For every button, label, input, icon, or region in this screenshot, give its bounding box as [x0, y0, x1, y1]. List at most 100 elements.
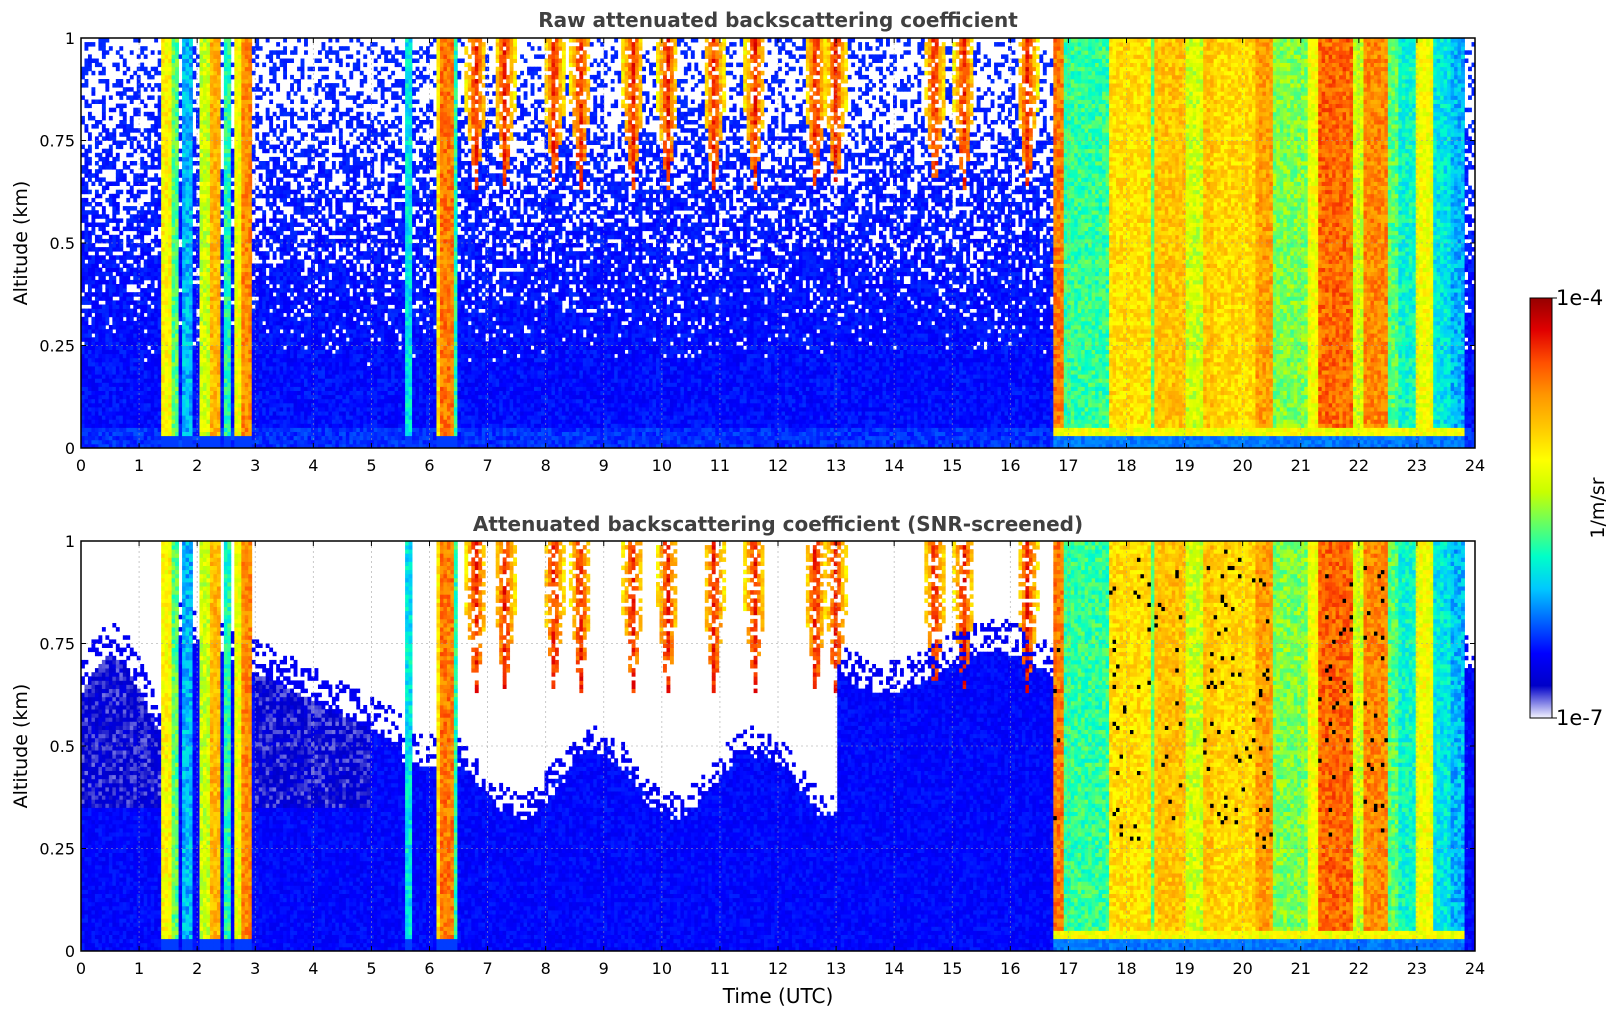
heatmap-cell — [126, 210, 130, 215]
heatmap-cell — [255, 411, 259, 416]
heatmap-cell — [220, 247, 224, 252]
heatmap-cell — [213, 210, 217, 215]
heatmap-cell — [133, 300, 137, 305]
heatmap-cell — [283, 419, 287, 424]
heatmap-cell — [102, 333, 106, 338]
heatmap-cell — [210, 194, 214, 199]
heatmap-cell — [231, 346, 235, 351]
heatmap-cell — [112, 366, 116, 371]
heatmap-cell — [213, 63, 217, 68]
heatmap-cell — [102, 337, 106, 342]
heatmap-cell — [273, 395, 277, 400]
heatmap-cell — [165, 268, 169, 273]
heatmap-cell — [186, 407, 190, 412]
heatmap-cell — [259, 407, 263, 412]
heatmap-cell — [165, 436, 169, 441]
heatmap-cell — [165, 194, 169, 199]
heatmap-cell — [133, 407, 137, 412]
heatmap-cell — [175, 411, 179, 416]
heatmap-cell — [182, 247, 186, 252]
heatmap-cell — [245, 284, 249, 289]
heatmap-cell — [259, 432, 263, 437]
heatmap-cell — [269, 432, 273, 437]
heatmap-cell — [123, 255, 127, 259]
heatmap-cell — [199, 165, 203, 170]
heatmap-cell — [255, 419, 259, 424]
heatmap-cell — [186, 223, 190, 228]
heatmap-cell — [189, 346, 193, 351]
heatmap-cell — [189, 391, 193, 396]
heatmap-cell — [199, 173, 203, 178]
heatmap-cell — [158, 272, 162, 277]
heatmap-cell — [217, 423, 221, 428]
heatmap-cell — [248, 87, 252, 92]
heatmap-cell — [105, 382, 109, 387]
heatmap-cell — [231, 157, 235, 162]
heatmap-cell — [91, 71, 95, 76]
heatmap-cell — [276, 50, 280, 55]
heatmap-cell — [273, 313, 277, 318]
heatmap-cell — [255, 157, 259, 162]
heatmap-cell — [248, 296, 252, 301]
heatmap-cell — [234, 223, 238, 228]
heatmap-cell — [227, 235, 231, 240]
heatmap-cell — [193, 411, 197, 416]
heatmap-cell — [290, 399, 294, 404]
heatmap-cell — [276, 432, 280, 437]
heatmap-cell — [224, 432, 228, 437]
heatmap-cell — [126, 333, 130, 338]
heatmap-cell — [168, 255, 172, 259]
heatmap-cell — [213, 305, 217, 310]
heatmap-cell — [179, 436, 183, 441]
heatmap-cell — [290, 346, 294, 351]
heatmap-cell — [248, 100, 252, 105]
heatmap-cell — [95, 120, 99, 125]
heatmap-cell — [161, 313, 165, 318]
heatmap-cell — [280, 210, 284, 215]
heatmap-cell — [158, 243, 162, 248]
heatmap-cell — [234, 202, 238, 207]
heatmap-cell — [269, 235, 273, 240]
heatmap-cell — [269, 387, 273, 392]
heatmap-cell — [224, 391, 228, 396]
heatmap-cell — [294, 198, 298, 203]
heatmap-cell — [193, 182, 197, 187]
heatmap-cell — [280, 354, 284, 359]
heatmap-cell — [91, 268, 95, 273]
heatmap-cell — [165, 46, 169, 51]
heatmap-cell — [196, 259, 200, 264]
heatmap-cell — [91, 378, 95, 383]
heatmap-cell — [105, 403, 109, 408]
heatmap-cell — [105, 292, 109, 297]
heatmap-cell — [294, 202, 298, 207]
heatmap-cell — [193, 173, 197, 178]
heatmap-cell — [283, 186, 287, 191]
heatmap-cell — [297, 362, 301, 367]
heatmap-cell — [179, 198, 183, 203]
heatmap-cell — [262, 415, 266, 420]
heatmap-cell — [213, 46, 217, 51]
heatmap-cell — [144, 264, 148, 269]
heatmap-cell — [280, 194, 284, 199]
heatmap-cell — [203, 354, 207, 359]
heatmap-cell — [290, 382, 294, 387]
heatmap-cell — [248, 132, 252, 137]
heatmap-cell — [245, 243, 249, 248]
heatmap-cell — [199, 284, 203, 289]
heatmap-cell — [144, 378, 148, 383]
heatmap-cell — [112, 276, 116, 281]
heatmap-cell — [119, 423, 123, 428]
heatmap-cell — [151, 124, 155, 129]
heatmap-cell — [269, 50, 273, 55]
heatmap-cell — [102, 399, 106, 404]
heatmap-cell — [119, 387, 123, 392]
heatmap-cell — [140, 309, 144, 314]
heatmap-cell — [126, 67, 130, 72]
heatmap-cell — [88, 190, 92, 195]
heatmap-cell — [186, 284, 190, 289]
heatmap-cell — [273, 300, 277, 305]
heatmap-cell — [189, 223, 193, 228]
heatmap-cell — [294, 432, 298, 437]
heatmap-cell — [182, 46, 186, 51]
heatmap-cell — [234, 231, 238, 236]
